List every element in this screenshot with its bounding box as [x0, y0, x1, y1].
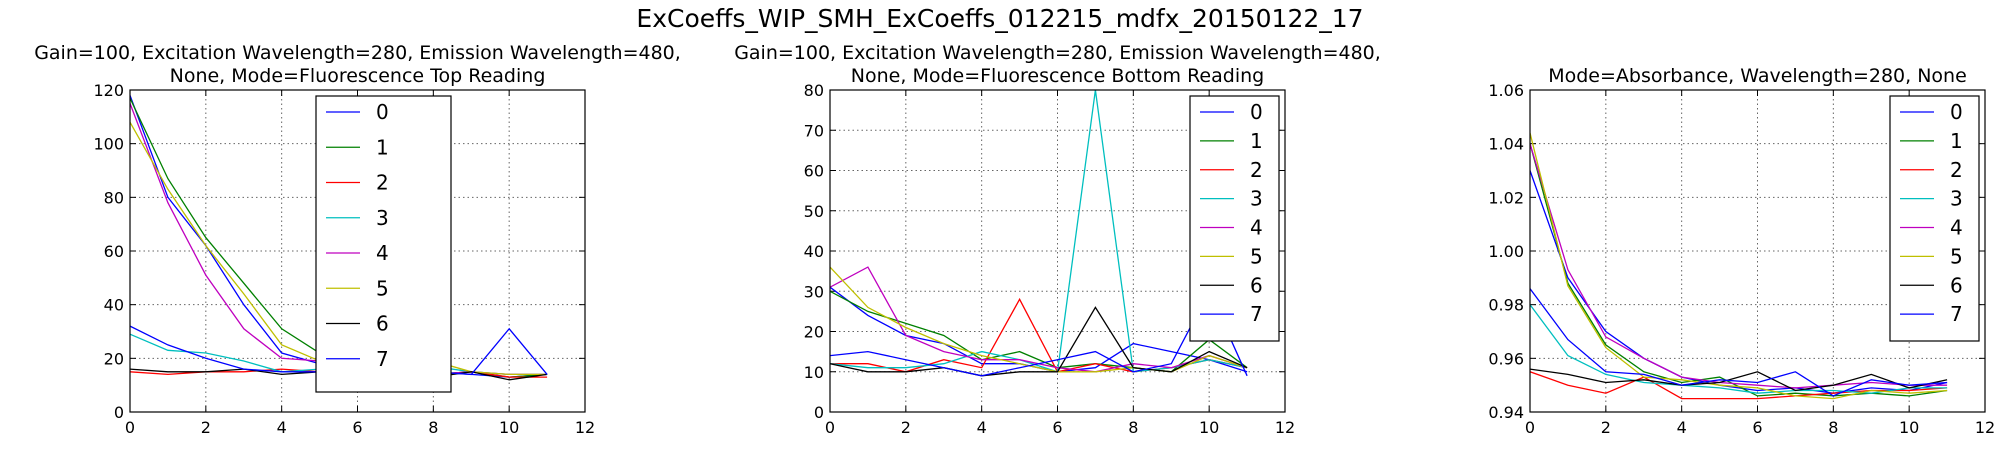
y-tick-label: 50 — [804, 202, 824, 221]
y-tick-label: 0 — [814, 403, 824, 422]
x-tick-label: 8 — [1828, 418, 1838, 437]
legend-label: 0 — [1250, 100, 1263, 124]
y-tick-label: 20 — [104, 349, 124, 368]
series-line-1 — [830, 290, 1248, 373]
x-tick-label: 6 — [1052, 418, 1062, 437]
y-tick-label: 10 — [804, 363, 824, 382]
legend-label: 6 — [1950, 273, 1963, 297]
chart-title-line: None, Mode=Fluorescence Top Reading — [170, 65, 546, 87]
legend-label: 4 — [376, 241, 389, 265]
x-tick-label: 10 — [499, 418, 519, 437]
x-tick-label: 2 — [901, 418, 911, 437]
y-tick-label: 30 — [804, 282, 824, 301]
legend-label: 7 — [1950, 302, 1963, 326]
legend: 0 1 2 3 4 5 6 7 — [1189, 95, 1280, 342]
figure-title: ExCoeffs_WIP_SMH_ExCoeffs_012215_mdfx_20… — [636, 4, 1364, 33]
chart-title-line: Gain=100, Excitation Wavelength=280, Emi… — [734, 42, 1381, 64]
x-tick-label: 10 — [1899, 418, 1919, 437]
y-tick-label: 40 — [804, 242, 824, 261]
legend-label: 6 — [376, 312, 389, 336]
series-line-7 — [830, 289, 1248, 377]
legend: 0 1 2 3 4 5 6 7 — [1889, 95, 1980, 342]
x-tick-label: 4 — [1677, 418, 1687, 437]
series-line-3 — [1530, 304, 1948, 394]
y-tick-label: 0 — [114, 403, 124, 422]
legend-label: 6 — [1250, 273, 1263, 297]
x-tick-label: 8 — [428, 418, 438, 437]
x-tick-label: 0 — [125, 418, 135, 437]
series-line-7 — [1530, 288, 1948, 397]
x-tick-label: 2 — [1601, 418, 1611, 437]
legend-label: 2 — [1250, 158, 1263, 182]
y-tick-label: 120 — [93, 81, 124, 100]
chart-panel-2: Gain=100, Excitation Wavelength=280, Emi… — [734, 42, 1381, 437]
x-tick-label: 4 — [277, 418, 287, 437]
plot-frame — [129, 89, 586, 413]
legend-label: 7 — [376, 347, 389, 371]
chart-title-line: Mode=Absorbance, Wavelength=280, None — [1548, 65, 1967, 87]
series-line-6 — [1530, 368, 1948, 392]
y-tick-label: 60 — [104, 242, 124, 261]
x-tick-label: 0 — [825, 418, 835, 437]
legend-label: 1 — [376, 135, 389, 159]
legend-label: 5 — [1250, 244, 1263, 268]
legend-label: 3 — [1950, 187, 1963, 211]
x-tick-label: 12 — [575, 418, 595, 437]
y-tick-label: 1.02 — [1488, 188, 1524, 207]
legend-label: 1 — [1250, 129, 1263, 153]
y-tick-label: 1.00 — [1488, 242, 1524, 261]
y-tick-label: 0.94 — [1488, 403, 1524, 422]
y-tick-label: 0.98 — [1488, 296, 1524, 315]
x-tick-label: 2 — [201, 418, 211, 437]
plot-frame — [1529, 89, 1986, 413]
x-tick-label: 12 — [1275, 418, 1295, 437]
x-tick-label: 10 — [1199, 418, 1219, 437]
y-tick-label: 80 — [804, 81, 824, 100]
x-tick-label: 0 — [1525, 418, 1535, 437]
legend-label: 3 — [1250, 187, 1263, 211]
legend-label: 4 — [1250, 216, 1263, 240]
legend-box — [315, 95, 452, 393]
y-tick-label: 70 — [804, 121, 824, 140]
legend-label: 4 — [1950, 216, 1963, 240]
chart-title-line: Gain=100, Excitation Wavelength=280, Emi… — [34, 42, 681, 64]
chart-panel-1: Gain=100, Excitation Wavelength=280, Emi… — [34, 42, 681, 437]
y-tick-label: 1.06 — [1488, 81, 1524, 100]
y-tick-label: 80 — [104, 188, 124, 207]
legend-label: 1 — [1950, 129, 1963, 153]
y-tick-label: 100 — [93, 135, 124, 154]
series-line-0 — [1530, 170, 1948, 394]
legend-label: 7 — [1250, 302, 1263, 326]
series-line-5 — [1530, 132, 1948, 400]
y-tick-label: 1.04 — [1488, 135, 1524, 154]
legend-label: 5 — [376, 276, 389, 300]
x-tick-label: 6 — [352, 418, 362, 437]
series-line-3 — [830, 90, 1248, 373]
chart-panel-3: Mode=Absorbance, Wavelength=280, None 0 2 4… — [1488, 65, 1995, 437]
x-tick-label: 12 — [1975, 418, 1995, 437]
series-line-6 — [830, 306, 1248, 377]
y-tick-label: 40 — [104, 296, 124, 315]
y-tick-label: 20 — [804, 323, 824, 342]
legend-label: 2 — [376, 171, 389, 195]
legend-label: 0 — [1950, 100, 1963, 124]
legend-box — [1889, 95, 1980, 342]
x-tick-label: 8 — [1128, 418, 1138, 437]
series-line-1 — [1530, 143, 1948, 397]
legend-label: 5 — [1950, 244, 1963, 268]
plot-frame — [829, 89, 1286, 413]
legend-box — [1189, 95, 1280, 342]
y-tick-label: 0.96 — [1488, 349, 1524, 368]
legend: 0 1 2 3 4 5 6 7 — [315, 95, 452, 393]
x-tick-label: 4 — [977, 418, 987, 437]
legend-label: 0 — [376, 100, 389, 124]
legend-label: 3 — [376, 206, 389, 230]
chart-title-line: None, Mode=Fluorescence Bottom Reading — [851, 65, 1264, 87]
series-line-4 — [1530, 143, 1948, 389]
x-tick-label: 6 — [1752, 418, 1762, 437]
y-tick-label: 60 — [804, 162, 824, 181]
legend-label: 2 — [1950, 158, 1963, 182]
